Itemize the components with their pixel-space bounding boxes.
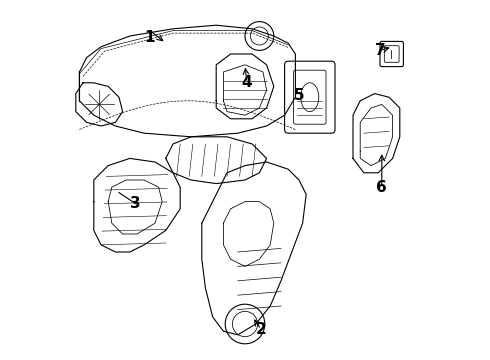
Text: 2: 2 xyxy=(256,322,267,337)
Text: 7: 7 xyxy=(375,43,385,58)
Text: 6: 6 xyxy=(376,180,387,195)
Text: 1: 1 xyxy=(145,30,155,45)
Text: 5: 5 xyxy=(294,88,304,103)
Text: 3: 3 xyxy=(130,196,141,211)
Text: 4: 4 xyxy=(242,75,252,90)
